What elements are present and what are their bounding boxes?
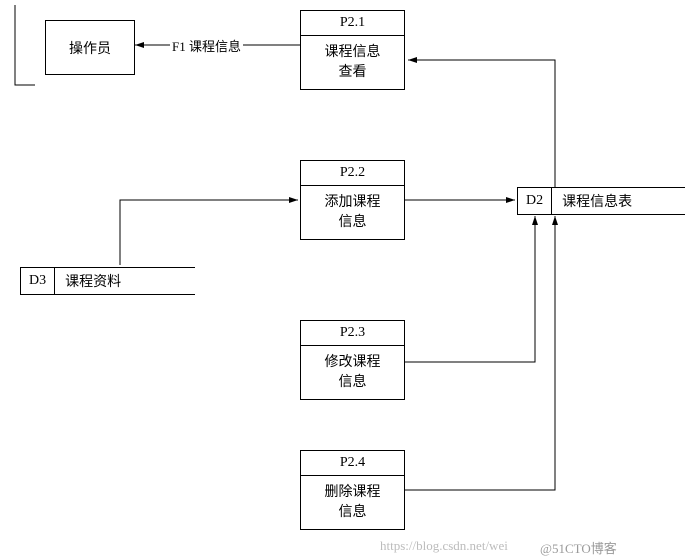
datastore-d2: D2 课程信息表 — [517, 187, 685, 215]
entity-operator-label: 操作员 — [69, 38, 111, 58]
process-p21-id: P2.1 — [301, 11, 404, 36]
flow-p24-to-d2 — [405, 216, 555, 490]
process-p22-id: P2.2 — [301, 161, 404, 186]
entity-operator: 操作员 — [45, 20, 135, 75]
flow-p23-to-d2 — [405, 216, 535, 362]
process-p23-label: 修改课程信息 — [301, 346, 404, 399]
process-p21: P2.1 课程信息查看 — [300, 10, 405, 90]
flow-f1-label: F1 课程信息 — [170, 36, 243, 55]
flow-d2-to-p21 — [408, 60, 555, 187]
datastore-d3-id: D3 — [20, 268, 55, 294]
process-p23-id: P2.3 — [301, 321, 404, 346]
watermark-left: https://blog.csdn.net/wei — [380, 538, 508, 554]
process-p23: P2.3 修改课程信息 — [300, 320, 405, 400]
process-p24: P2.4 删除课程信息 — [300, 450, 405, 530]
datastore-d3-label: 课程资料 — [55, 268, 131, 294]
corner-bracket — [15, 5, 35, 85]
datastore-d3: D3 课程资料 — [20, 267, 195, 295]
flow-d3-to-p22 — [120, 200, 298, 265]
process-p24-id: P2.4 — [301, 451, 404, 476]
datastore-d2-label: 课程信息表 — [552, 188, 642, 214]
process-p22: P2.2 添加课程信息 — [300, 160, 405, 240]
datastore-d2-id: D2 — [517, 188, 552, 214]
process-p24-label: 删除课程信息 — [301, 476, 404, 529]
process-p21-label: 课程信息查看 — [301, 36, 404, 89]
watermark-right: @51CTO博客 — [540, 538, 617, 557]
process-p22-label: 添加课程信息 — [301, 186, 404, 239]
